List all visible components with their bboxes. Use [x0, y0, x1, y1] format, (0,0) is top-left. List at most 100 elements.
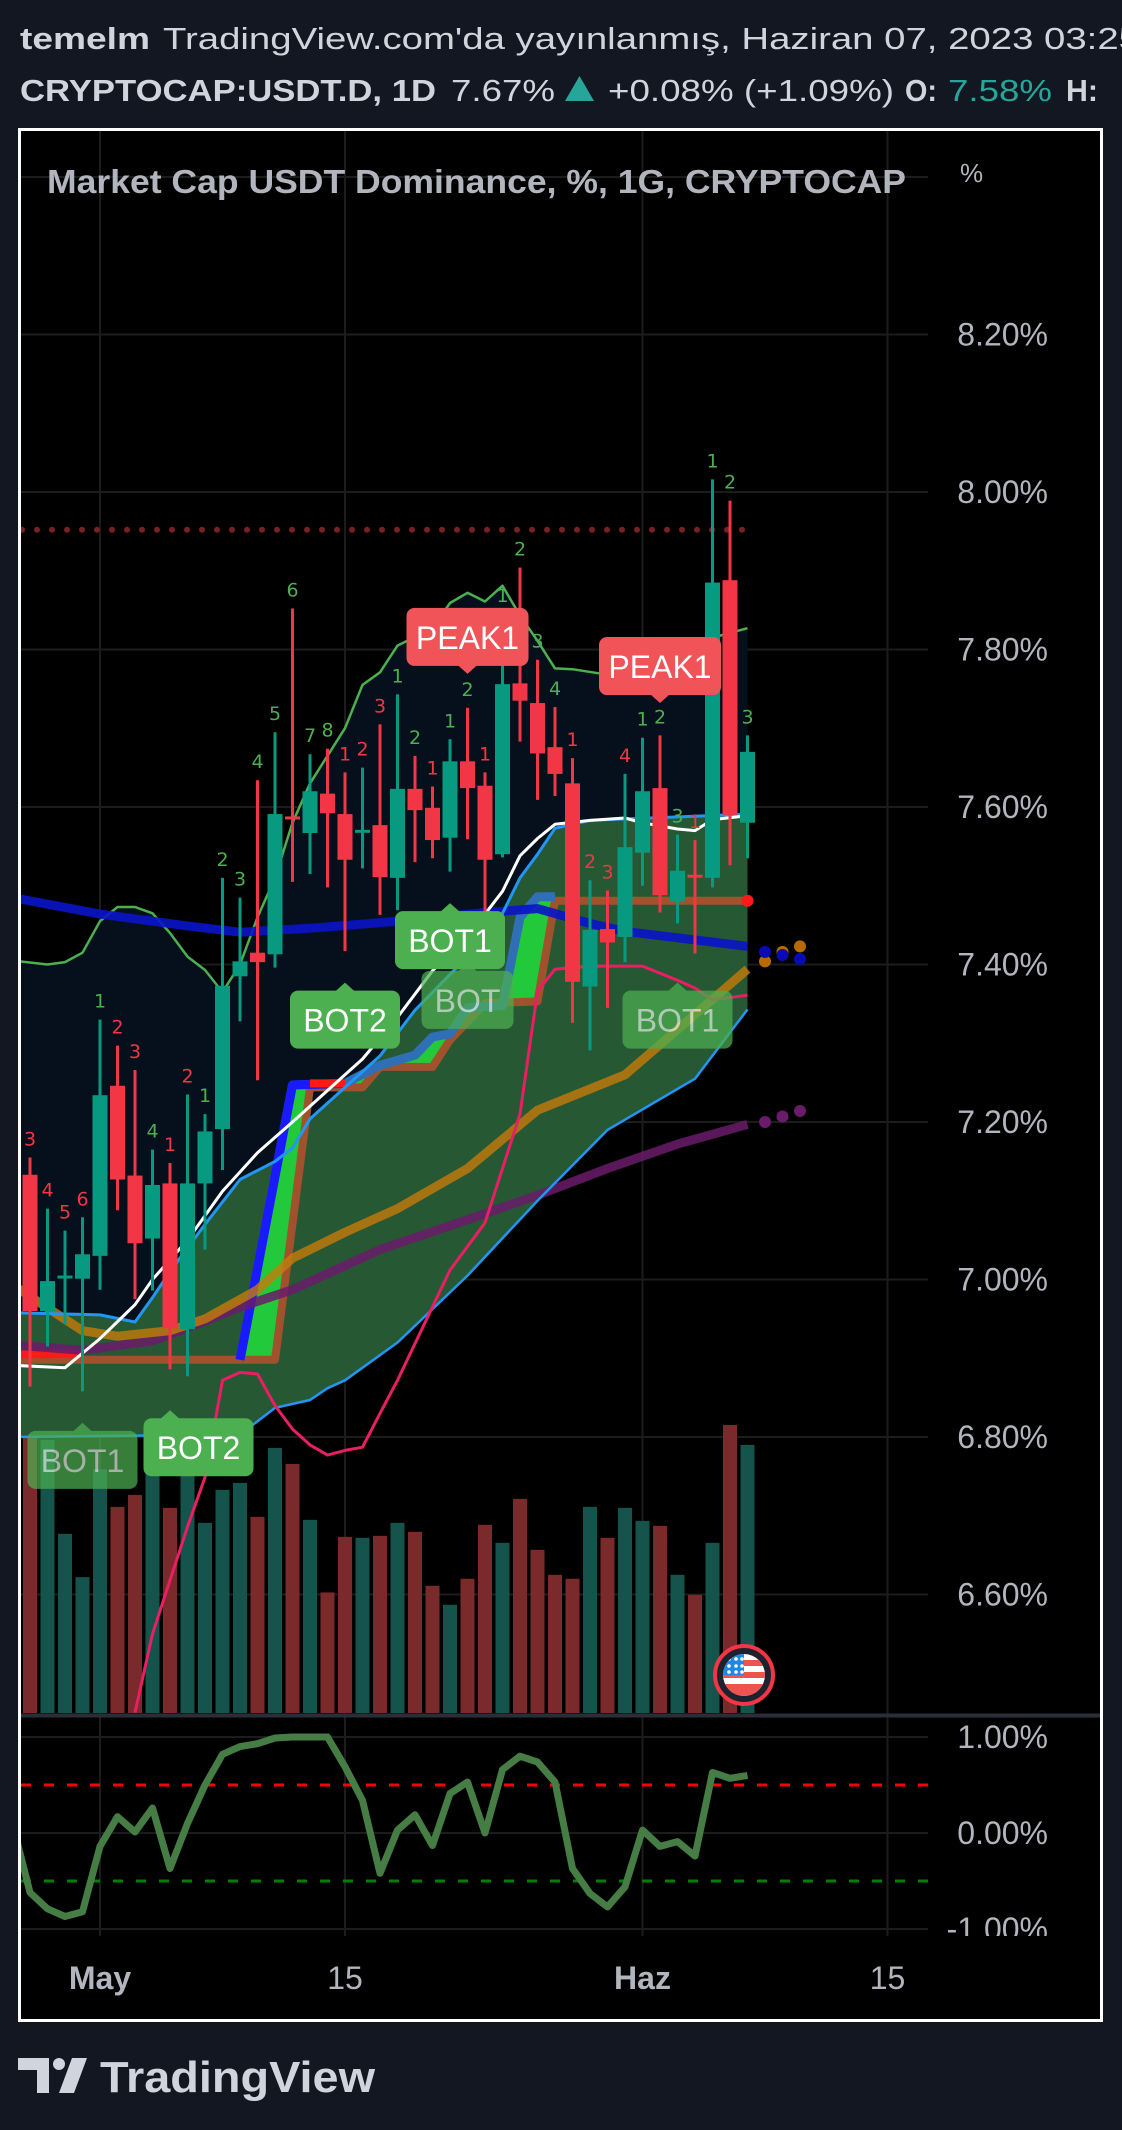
candle[interactable] [600, 890, 615, 1008]
oscillator-axis[interactable]: 1.00% 0.00% -1.00% [947, 1719, 1048, 1947]
candle-count-label: 2 [654, 706, 666, 728]
candle-body [40, 1281, 55, 1311]
light-blue-line [21, 812, 748, 1324]
orange-projection-dot [759, 955, 771, 968]
volume-bar [128, 1494, 142, 1713]
candle[interactable] [250, 780, 265, 1081]
economic-event-marker[interactable] [713, 1644, 775, 1706]
candle[interactable] [127, 1070, 143, 1300]
candle-count-label: 3 [601, 861, 613, 883]
candle[interactable] [442, 739, 458, 872]
candle[interactable] [285, 608, 300, 882]
candle[interactable] [110, 1045, 125, 1211]
candle[interactable] [232, 897, 248, 1022]
candle[interactable] [670, 834, 685, 924]
signal-box [622, 990, 733, 1049]
candle-count-label: 1 [426, 758, 438, 780]
pointer-up-icon [440, 903, 460, 913]
candle[interactable] [477, 772, 493, 918]
signal-text: PEAK1 [608, 649, 711, 685]
candle[interactable] [390, 694, 405, 911]
signal-label-peak1: PEAK1 [406, 607, 529, 674]
candle[interactable] [582, 880, 598, 1051]
candle[interactable] [267, 732, 283, 968]
volume-bar [198, 1522, 212, 1713]
volume-bar [250, 1516, 265, 1713]
candle[interactable] [92, 1019, 108, 1290]
candle[interactable] [495, 635, 510, 858]
candle-body [215, 985, 230, 1130]
pink-line [133, 964, 748, 1713]
pointer-down-icon [650, 694, 670, 704]
candle[interactable] [635, 737, 650, 886]
candle-count-label: 3 [671, 806, 683, 828]
candle[interactable] [530, 659, 545, 800]
signal-label-bot: BOT [421, 962, 514, 1029]
candle-count-label: 2 [514, 539, 526, 561]
tradingview-logo[interactable]: TradingView [18, 2053, 376, 2102]
candle[interactable] [180, 1094, 195, 1377]
candle[interactable] [547, 706, 563, 796]
author-name[interactable]: temelm [20, 21, 150, 56]
candle[interactable] [565, 758, 580, 1023]
candle[interactable] [425, 786, 440, 859]
candle-body [512, 683, 528, 701]
candle-body [110, 1085, 125, 1180]
candle[interactable] [687, 840, 703, 954]
candle[interactable] [722, 500, 738, 866]
candle-count-label: 2 [461, 679, 473, 701]
candle[interactable] [57, 1230, 73, 1325]
oscillator-pane[interactable] [13, 1733, 929, 1920]
time-axis[interactable]: May 15 Haz 15 [69, 1960, 905, 1996]
candle[interactable] [372, 724, 388, 915]
volume-bar [653, 1525, 667, 1713]
candle[interactable] [740, 735, 755, 859]
candle[interactable] [460, 707, 475, 840]
candle[interactable] [652, 735, 668, 913]
candle-body [600, 929, 615, 943]
volume-bar [285, 1463, 300, 1713]
candle-count-label: 4 [146, 1121, 158, 1143]
candle-body [722, 580, 738, 815]
candle[interactable] [22, 1157, 38, 1387]
candle-body [127, 1175, 143, 1244]
purple-ma-line [21, 1120, 749, 1355]
purple-projection-dot [794, 1104, 806, 1117]
signal-label-bot1: BOT1 [622, 982, 733, 1049]
candle-body [495, 684, 510, 855]
price-axis[interactable]: 8.20% 8.00% 7.80% 7.60% 7.40% 7.20% 7.00% 6.80%… [957, 317, 1048, 1613]
candle-body [635, 791, 650, 853]
purple-projection-dot [776, 1110, 789, 1123]
candle[interactable] [40, 1208, 55, 1347]
candle[interactable] [407, 755, 423, 863]
candle[interactable] [75, 1217, 90, 1392]
volume-bars [23, 1424, 755, 1713]
volume-bar [408, 1531, 422, 1713]
price-change: +0.08% (+1.09%) [608, 73, 894, 108]
candle-count-label: 5 [269, 703, 281, 725]
symbol-interval[interactable]: CRYPTOCAP:USDT.D, 1D [20, 73, 436, 108]
candle-count-label: 1 [479, 743, 491, 765]
candle-body [285, 816, 300, 820]
candle-body [477, 785, 493, 860]
volume-bar [548, 1574, 562, 1713]
candle[interactable] [355, 767, 370, 869]
candle[interactable] [145, 1149, 160, 1291]
time-tick-label: Haz [614, 1960, 671, 1996]
candle-body [390, 788, 405, 878]
candle[interactable] [162, 1162, 178, 1370]
candle[interactable] [337, 772, 353, 952]
candle-count-label: 6 [76, 1188, 88, 1210]
candle[interactable] [197, 1114, 213, 1250]
candle-body [565, 783, 580, 982]
published-info: TradingView.com'da yayınlanmış, Haziran … [163, 21, 1122, 56]
candles[interactable] [22, 479, 756, 1392]
candle[interactable] [617, 773, 633, 963]
volume-bar [373, 1535, 387, 1713]
candle[interactable] [215, 877, 230, 1171]
candle[interactable] [302, 754, 318, 874]
osc-tick-label: -1.00% [947, 1911, 1048, 1947]
candle-body [232, 961, 248, 977]
candle[interactable] [320, 748, 335, 888]
